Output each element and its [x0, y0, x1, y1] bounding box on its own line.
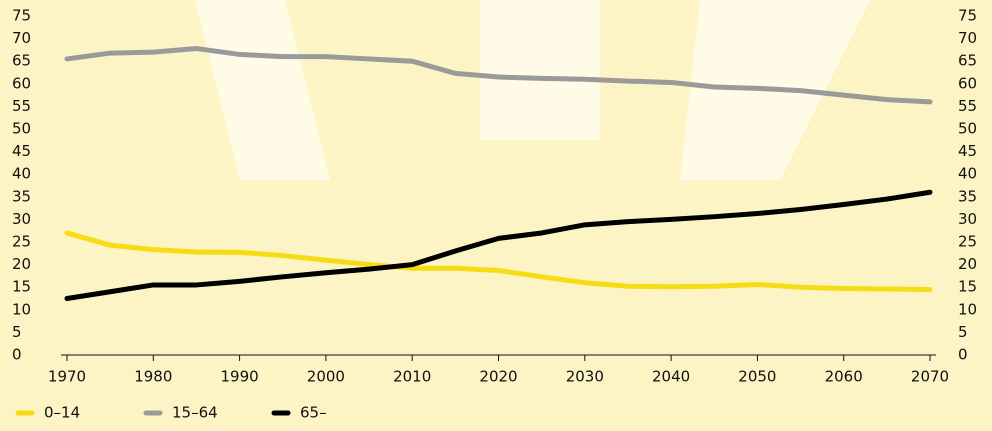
series-line: [64, 189, 933, 301]
y-tick-label: 0: [12, 346, 22, 364]
y2-tick-label: 10: [958, 300, 977, 318]
y-tick-label: 15: [12, 278, 31, 296]
y-tick-label: 40: [12, 165, 31, 183]
y2-tick-label: 15: [958, 278, 977, 296]
x-tick-label: 2010: [393, 368, 431, 386]
x-tick-label: 2050: [738, 368, 776, 386]
y-tick-label: 70: [12, 29, 31, 47]
y2-tick-label: 60: [958, 74, 977, 92]
x-tick-label: 2020: [479, 368, 517, 386]
y-tick-label: 60: [12, 74, 31, 92]
legend-label: 15–64: [172, 404, 218, 422]
y2-tick-label: 70: [958, 29, 977, 47]
series-line: [64, 230, 933, 292]
y-tick-label: 30: [12, 210, 31, 228]
watermark-shape: [195, 0, 330, 180]
x-tick-label: 2070: [911, 368, 949, 386]
y2-tick-label: 35: [958, 187, 977, 205]
y-tick-label: 45: [12, 142, 31, 160]
y2-tick-label: 5: [958, 323, 968, 341]
y2-tick-label: 20: [958, 255, 977, 273]
y2-tick-label: 45: [958, 142, 977, 160]
y-tick-label: 20: [12, 255, 31, 273]
watermark-shape: [480, 0, 600, 140]
legend-label: 65–: [300, 404, 327, 422]
legend-label: 0–14: [44, 404, 80, 422]
y-tick-label: 75: [12, 7, 31, 25]
y-tick-label: 50: [12, 120, 31, 138]
x-tick-label: 2030: [566, 368, 604, 386]
y2-tick-label: 40: [958, 165, 977, 183]
x-tick-label: 2000: [307, 368, 345, 386]
x-tick-label: 1990: [221, 368, 259, 386]
y2-tick-label: 75: [958, 7, 977, 25]
y2-tick-label: 65: [958, 52, 977, 70]
x-tick-label: 1970: [48, 368, 86, 386]
y-tick-label: 35: [12, 187, 31, 205]
y-tick-label: 5: [12, 323, 22, 341]
y2-tick-label: 0: [958, 346, 968, 364]
y-tick-label: 65: [12, 52, 31, 70]
y2-tick-label: 25: [958, 233, 977, 251]
series-line: [64, 46, 933, 105]
y2-tick-label: 50: [958, 120, 977, 138]
x-tick-label: 1980: [134, 368, 172, 386]
y-tick-label: 10: [12, 300, 31, 318]
x-tick-label: 2040: [652, 368, 690, 386]
y-tick-label: 25: [12, 233, 31, 251]
y-tick-label: 55: [12, 97, 31, 115]
y2-tick-label: 55: [958, 97, 977, 115]
y2-tick-label: 30: [958, 210, 977, 228]
x-tick-label: 2060: [825, 368, 863, 386]
